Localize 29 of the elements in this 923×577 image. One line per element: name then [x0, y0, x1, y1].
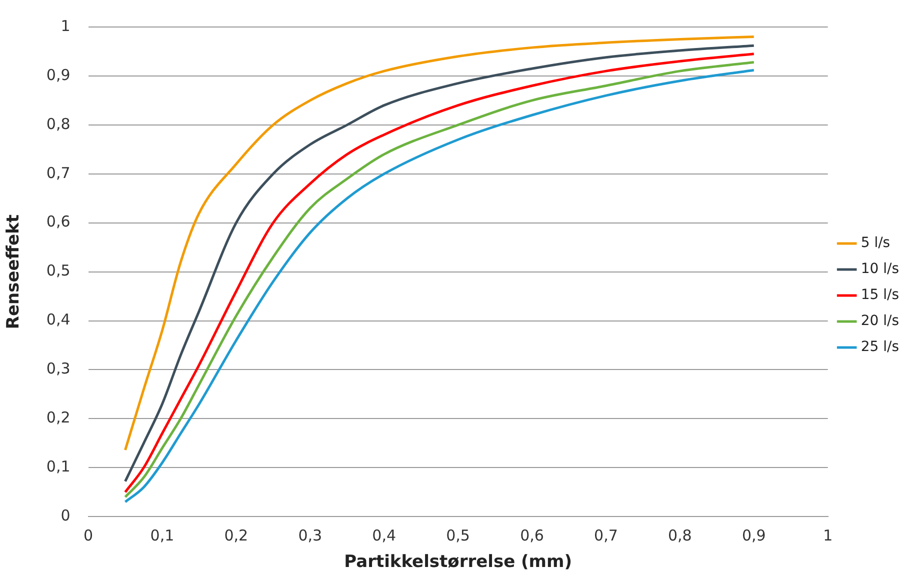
y-tick-label: 0	[60, 506, 70, 524]
y-tick-label: 0,6	[46, 212, 70, 231]
x-tick-label: 0,3	[298, 526, 322, 544]
y-tick-label: 0,1	[46, 458, 70, 476]
legend-label: 20 l/s	[860, 313, 900, 330]
y-tick-label: 0,8	[46, 114, 70, 133]
x-tick-label: 1	[823, 526, 833, 544]
y-tick-label: 0,3	[46, 360, 70, 378]
x-axis-title: Partikkelstørrelse (mm)	[344, 552, 572, 572]
y-tick-label: 0,7	[46, 164, 70, 182]
x-tick-label: 0	[83, 526, 94, 544]
x-tick-label: 0,6	[520, 526, 544, 544]
legend-label: 15 l/s	[860, 287, 900, 304]
x-tick-label: 0,2	[224, 526, 248, 544]
legend-label: 25 l/s	[860, 339, 900, 356]
x-tick-label: 0,9	[742, 526, 766, 544]
y-tick-label: 0,5	[46, 262, 70, 280]
y-axis-title: Renseeffekt	[4, 214, 24, 330]
x-tick-label: 0,5	[446, 526, 470, 544]
y-tick-label: 0,4	[46, 310, 70, 329]
legend-label: 5 l/s	[860, 235, 890, 252]
x-tick-label: 0,7	[594, 526, 618, 544]
x-tick-label: 0,1	[150, 526, 174, 544]
x-tick-label: 0,8	[668, 526, 692, 544]
x-tick-label: 0,4	[372, 526, 396, 544]
y-tick-label: 1	[60, 16, 70, 35]
y-tick-label: 0,9	[46, 66, 70, 84]
y-tick-label: 0,2	[46, 408, 70, 427]
legend-label: 10 l/s	[860, 261, 900, 278]
